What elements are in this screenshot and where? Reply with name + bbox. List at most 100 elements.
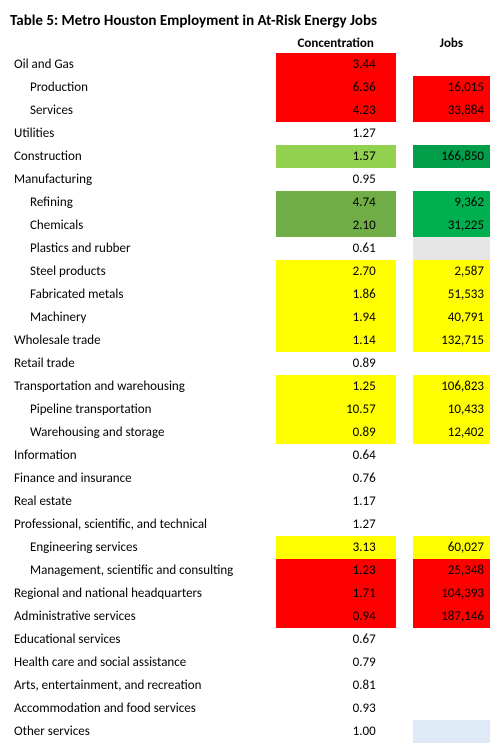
cell-concentration: 1.94 xyxy=(276,306,396,329)
cell-gap xyxy=(396,145,413,168)
cell-gap xyxy=(396,352,413,375)
cell-gap xyxy=(396,697,413,720)
cell-gap xyxy=(396,605,413,628)
cell-gap xyxy=(396,467,413,490)
cell-jobs: 60,027 xyxy=(413,536,490,559)
cell-jobs: 187,146 xyxy=(413,605,490,628)
cell-concentration: 1.23 xyxy=(276,559,396,582)
cell-gap xyxy=(396,444,413,467)
table-row: Pipeline transportation10.5710,433 xyxy=(10,398,490,421)
cell-gap xyxy=(396,306,413,329)
cell-label: Warehousing and storage xyxy=(10,421,276,444)
cell-gap xyxy=(396,237,413,260)
cell-label: Regional and national headquarters xyxy=(10,582,276,605)
table-row: Construction1.57166,850 xyxy=(10,145,490,168)
table-row: Production6.3616,015 xyxy=(10,76,490,99)
table-row: Information0.64 xyxy=(10,444,490,467)
cell-gap xyxy=(396,582,413,605)
cell-gap xyxy=(396,260,413,283)
table-row: Arts, entertainment, and recreation0.81 xyxy=(10,674,490,697)
cell-gap xyxy=(396,191,413,214)
cell-jobs: 16,015 xyxy=(413,76,490,99)
cell-label: Utilities xyxy=(10,122,276,145)
cell-jobs xyxy=(413,467,490,490)
table-row: Educational services0.67 xyxy=(10,628,490,651)
cell-jobs xyxy=(413,697,490,720)
table-row: Wholesale trade1.14132,715 xyxy=(10,329,490,352)
table-row: Real estate1.17 xyxy=(10,490,490,513)
cell-gap xyxy=(396,283,413,306)
cell-concentration: 1.14 xyxy=(276,329,396,352)
table-row: Finance and insurance0.76 xyxy=(10,467,490,490)
cell-label: Health care and social assistance xyxy=(10,651,276,674)
cell-concentration: 0.89 xyxy=(276,421,396,444)
cell-label: Other services xyxy=(10,720,276,743)
header-concentration: Concentration xyxy=(276,34,396,53)
cell-label: Professional, scientific, and technical xyxy=(10,513,276,536)
cell-jobs: 25,348 xyxy=(413,559,490,582)
cell-jobs: 104,393 xyxy=(413,582,490,605)
header-jobs: Jobs xyxy=(413,34,490,53)
cell-jobs xyxy=(413,444,490,467)
cell-jobs: 40,791 xyxy=(413,306,490,329)
table-row: Machinery1.94 40,791 xyxy=(10,306,490,329)
cell-label: Manufacturing xyxy=(10,168,276,191)
cell-jobs xyxy=(413,490,490,513)
table-row: Health care and social assistance0.79 xyxy=(10,651,490,674)
cell-jobs xyxy=(413,237,490,260)
cell-label: Machinery xyxy=(10,306,276,329)
cell-concentration: 3.13 xyxy=(276,536,396,559)
cell-label: Transportation and warehousing xyxy=(10,375,276,398)
table-row: Regional and national headquarters1.71 10… xyxy=(10,582,490,605)
cell-gap xyxy=(396,490,413,513)
table-title: Table 5: Metro Houston Employment in At-… xyxy=(10,12,490,30)
cell-label: Construction xyxy=(10,145,276,168)
cell-jobs xyxy=(413,352,490,375)
cell-jobs xyxy=(413,513,490,536)
cell-label: Chemicals xyxy=(10,214,276,237)
table-row: Manufacturing0.95 xyxy=(10,168,490,191)
cell-concentration: 1.71 xyxy=(276,582,396,605)
table-row: Plastics and rubber0.61 xyxy=(10,237,490,260)
table-row: Professional, scientific, and technical1… xyxy=(10,513,490,536)
cell-jobs xyxy=(413,628,490,651)
table-row: Engineering services3.1360,027 xyxy=(10,536,490,559)
cell-label: Plastics and rubber xyxy=(10,237,276,260)
cell-jobs: 132,715 xyxy=(413,329,490,352)
cell-jobs xyxy=(413,122,490,145)
cell-gap xyxy=(396,720,413,743)
cell-gap xyxy=(396,122,413,145)
cell-jobs: 51,533 xyxy=(413,283,490,306)
table-row: Accommodation and food services0.93 xyxy=(10,697,490,720)
cell-jobs: 12,402 xyxy=(413,421,490,444)
cell-label: Finance and insurance xyxy=(10,467,276,490)
cell-gap xyxy=(396,53,413,76)
cell-label: Steel products xyxy=(10,260,276,283)
table-row: Oil and Gas3.44 xyxy=(10,53,490,76)
cell-gap xyxy=(396,329,413,352)
cell-concentration: 1.27 xyxy=(276,122,396,145)
table-row: Management, scientific and consulting1.2… xyxy=(10,559,490,582)
cell-concentration: 1.25 xyxy=(276,375,396,398)
cell-label: Refining xyxy=(10,191,276,214)
cell-jobs: 9,362 xyxy=(413,191,490,214)
table-row: Utilities1.27 xyxy=(10,122,490,145)
table-row: Other services1.00 xyxy=(10,720,490,743)
cell-jobs: 10,433 xyxy=(413,398,490,421)
cell-concentration: 1.57 xyxy=(276,145,396,168)
cell-label: Administrative services xyxy=(10,605,276,628)
cell-concentration: 2.10 xyxy=(276,214,396,237)
cell-concentration: 10.57 xyxy=(276,398,396,421)
cell-concentration: 2.70 xyxy=(276,260,396,283)
cell-gap xyxy=(396,674,413,697)
cell-concentration: 0.61 xyxy=(276,237,396,260)
cell-label: Production xyxy=(10,76,276,99)
cell-gap xyxy=(396,421,413,444)
cell-label: Oil and Gas xyxy=(10,53,276,76)
cell-gap xyxy=(396,99,413,122)
cell-label: Retail trade xyxy=(10,352,276,375)
table-row: Services4.2333,884 xyxy=(10,99,490,122)
table-row: Warehousing and storage0.89 12,402 xyxy=(10,421,490,444)
cell-concentration: 3.44 xyxy=(276,53,396,76)
cell-concentration: 1.27 xyxy=(276,513,396,536)
